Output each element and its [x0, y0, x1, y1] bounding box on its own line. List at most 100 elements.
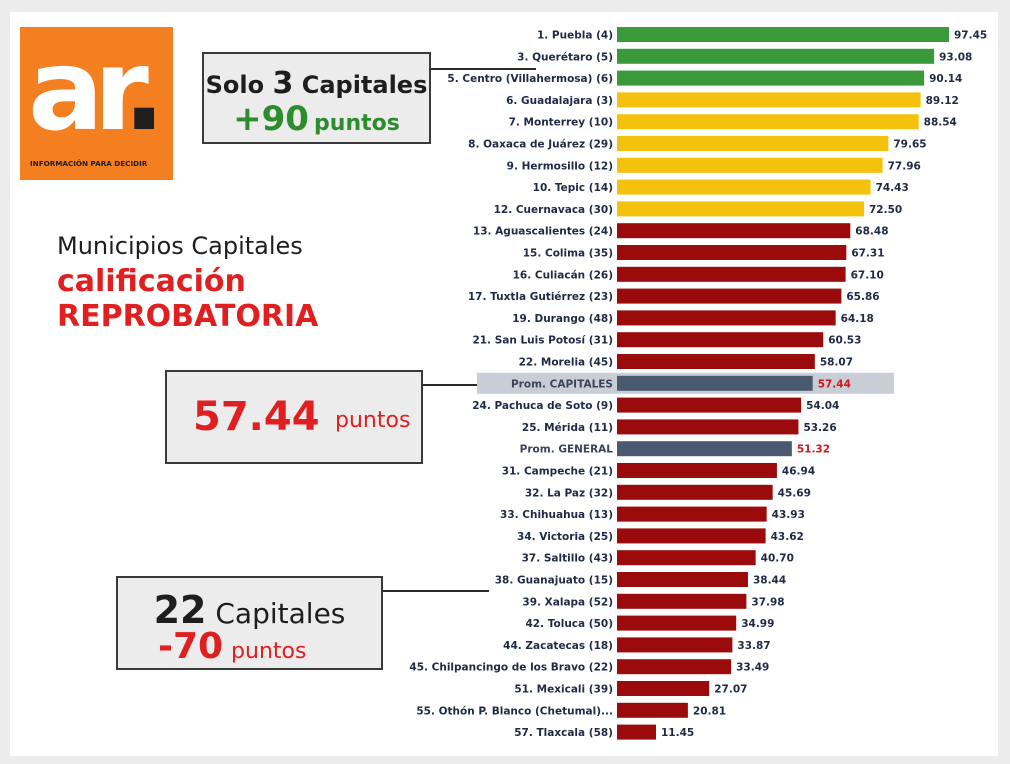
value-label: 33.49	[736, 662, 769, 674]
category-label: 12. Cuernavaca (30)	[494, 204, 613, 216]
bar	[617, 375, 813, 391]
logo-letters: ar	[28, 26, 133, 156]
bar	[617, 92, 921, 108]
title-line-2: calificación	[57, 264, 246, 299]
bar	[617, 201, 864, 217]
value-label: 54.04	[806, 400, 839, 412]
bar	[617, 441, 792, 457]
value-label: 67.31	[851, 248, 884, 260]
category-label: 24. Pachuca de Soto (9)	[472, 400, 613, 412]
category-label: 15. Colima (35)	[523, 248, 613, 260]
value-label: 90.14	[929, 73, 962, 85]
callout-bottom-unit: puntos	[231, 639, 307, 664]
title-line-3: REPROBATORIA	[57, 299, 319, 334]
value-label: 51.32	[797, 444, 830, 456]
callout-top-pre: Solo	[205, 71, 273, 99]
category-label: 10. Tepic (14)	[533, 182, 613, 194]
category-label: 32. La Paz (32)	[525, 487, 613, 499]
brand-logo: ar. INFORMACIÓN PARA DECIDIR	[20, 26, 173, 180]
bar	[617, 223, 851, 239]
value-label: 79.65	[893, 139, 926, 151]
value-label: 40.70	[761, 553, 794, 565]
logo-tagline: INFORMACIÓN PARA DECIDIR	[30, 159, 148, 168]
callout-bottom-word: Capitales	[206, 597, 346, 630]
bar	[617, 136, 889, 151]
category-label: 21. San Luis Potosí (31)	[472, 335, 613, 347]
bar	[617, 70, 925, 86]
category-label: 31. Campeche (21)	[502, 466, 613, 478]
category-label: 16. Culiacán (26)	[513, 269, 613, 281]
value-label: 37.98	[751, 596, 784, 608]
value-label: 46.94	[782, 466, 815, 478]
bar	[617, 724, 657, 740]
category-label: 3. Querétaro (5)	[517, 51, 613, 63]
value-label: 60.53	[828, 335, 861, 347]
bar	[617, 179, 871, 195]
callout-top-post: Capitales	[293, 71, 428, 99]
bar	[617, 593, 747, 609]
bar	[617, 572, 748, 587]
category-label: 5. Centro (Villahermosa) (6)	[447, 73, 613, 85]
category-label: 38. Guanajuato (15)	[495, 575, 613, 587]
value-label: 89.12	[926, 95, 959, 107]
bar	[617, 354, 815, 369]
bar	[617, 48, 935, 64]
callout-average-points: 57.44	[193, 394, 320, 440]
category-label: 39. Xalapa (52)	[522, 596, 613, 608]
value-label: 20.81	[693, 705, 726, 717]
bar	[617, 550, 756, 566]
bar	[617, 245, 847, 260]
bar	[617, 702, 688, 718]
category-label: 45. Chilpancingo de los Bravo (22)	[409, 662, 613, 674]
value-label: 58.07	[820, 357, 853, 369]
category-label: 57. Tlaxcala (58)	[514, 727, 613, 739]
value-label: 74.43	[876, 182, 909, 194]
category-label: 44. Zacatecas (18)	[503, 640, 613, 652]
value-label: 68.48	[855, 226, 888, 238]
bar	[617, 637, 733, 653]
value-label: 53.26	[803, 422, 836, 434]
value-label: 64.18	[841, 313, 874, 325]
category-label: 42. Toluca (50)	[526, 618, 614, 630]
bar	[617, 463, 777, 478]
callout-top-number: 3	[272, 66, 294, 101]
category-label: 17. Tuxtla Gutiérrez (23)	[468, 291, 613, 303]
connector-top	[431, 68, 536, 70]
category-label: 51. Mexicali (39)	[514, 684, 613, 696]
category-label: Prom. GENERAL	[520, 444, 614, 456]
bar	[617, 397, 802, 413]
bar	[617, 419, 799, 435]
value-label: 57.44	[818, 378, 851, 390]
bar	[617, 288, 842, 304]
bar	[617, 484, 773, 500]
bar	[617, 681, 710, 696]
connector-bottom	[383, 590, 489, 592]
category-label: Prom. CAPITALES	[511, 378, 613, 390]
bar	[617, 659, 732, 675]
category-label: 13. Aguascalientes (24)	[473, 226, 613, 238]
connector-middle	[423, 384, 481, 386]
value-label: 33.87	[737, 640, 770, 652]
value-label: 34.99	[741, 618, 774, 630]
value-label: 27.07	[714, 684, 747, 696]
bar	[617, 615, 737, 631]
value-label: 67.10	[851, 269, 884, 281]
category-label: 25. Mérida (11)	[522, 422, 613, 434]
value-label: 11.45	[661, 727, 694, 739]
bar	[617, 506, 767, 522]
category-label: 1. Puebla (4)	[537, 30, 613, 42]
value-label: 97.45	[954, 30, 987, 42]
bar	[617, 114, 919, 130]
callout-top-unit: puntos	[314, 111, 400, 136]
category-label: 34. Victoria (25)	[517, 531, 613, 543]
bar	[617, 27, 949, 42]
value-label: 77.96	[888, 160, 921, 172]
value-label: 93.08	[939, 51, 972, 63]
bar	[617, 332, 824, 348]
category-label: 7. Monterrey (10)	[509, 117, 613, 129]
callout-bottom-capitals: 22 Capitales -70 puntos	[116, 576, 383, 670]
value-label: 43.93	[772, 509, 805, 521]
callout-average: 57.44 puntos	[165, 370, 423, 464]
title-block: Municipios Capitales calificación REPROB…	[57, 232, 318, 334]
